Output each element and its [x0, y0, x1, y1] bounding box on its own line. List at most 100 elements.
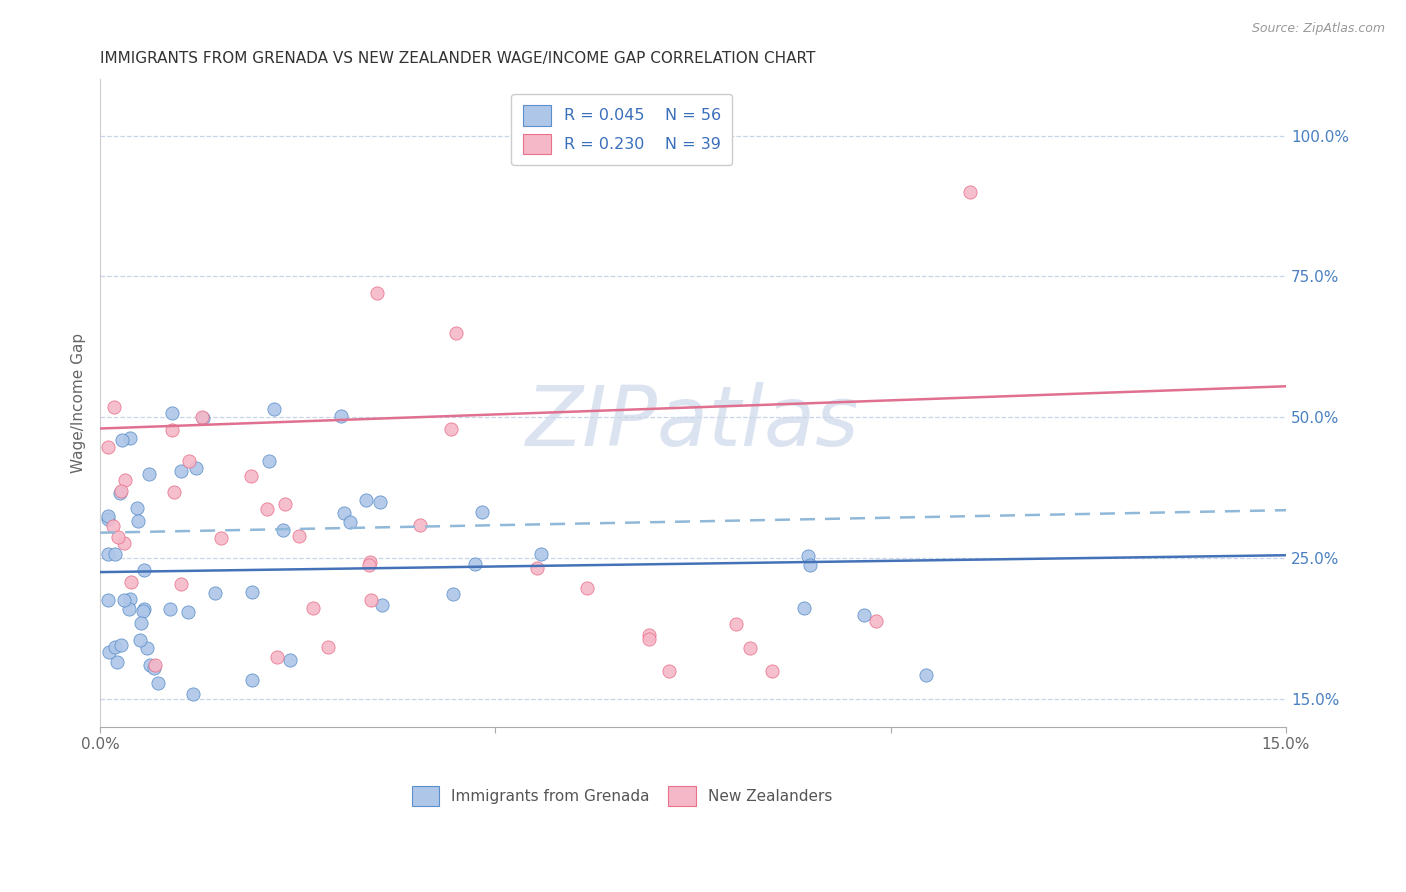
Point [209, 531, 232, 545]
Point [266, 649, 288, 664]
Point [120, 432, 142, 446]
Point [181, 687, 204, 701]
Point [371, 598, 394, 612]
Point [959, 185, 981, 199]
Point [139, 658, 162, 673]
Point [110, 638, 132, 652]
Point [170, 577, 193, 591]
Point [271, 523, 294, 537]
Point [638, 632, 661, 646]
Point [441, 587, 464, 601]
Point [287, 529, 309, 543]
Point [97, 440, 120, 454]
Point [658, 664, 681, 678]
Point [132, 563, 155, 577]
Point [120, 574, 142, 589]
Point [170, 464, 193, 478]
Point [852, 607, 875, 622]
Point [104, 640, 127, 654]
Point [366, 286, 388, 301]
Point [724, 617, 747, 632]
Point [368, 495, 391, 509]
Point [97, 508, 120, 523]
Point [163, 484, 186, 499]
Point [333, 507, 356, 521]
Point [111, 433, 134, 447]
Point [240, 585, 263, 599]
Point [330, 409, 353, 423]
Point [101, 519, 124, 533]
Point [112, 535, 135, 549]
Point [444, 326, 467, 340]
Point [125, 500, 148, 515]
Point [97, 593, 120, 607]
Point [97, 547, 120, 561]
Point [136, 641, 159, 656]
Point [526, 561, 548, 575]
Point [471, 505, 494, 519]
Point [530, 547, 553, 561]
Point [104, 547, 127, 561]
Point [162, 423, 184, 437]
Point [118, 591, 141, 606]
Point [127, 514, 149, 528]
Point [142, 661, 165, 675]
Text: ZIPatlas: ZIPatlas [526, 382, 860, 463]
Point [359, 555, 381, 569]
Point [464, 557, 486, 571]
Point [761, 664, 783, 678]
Point [108, 486, 131, 500]
Point [204, 586, 226, 600]
Point [259, 454, 281, 468]
Point [359, 558, 381, 573]
Point [316, 640, 339, 654]
Point [360, 592, 382, 607]
Point [177, 605, 200, 619]
Point [105, 655, 128, 669]
Point [184, 461, 207, 475]
Point [160, 407, 183, 421]
Point [177, 453, 200, 467]
Point [302, 601, 325, 615]
Text: Source: ZipAtlas.com: Source: ZipAtlas.com [1251, 22, 1385, 36]
Point [240, 469, 263, 483]
Point [110, 484, 132, 499]
Point [129, 632, 152, 647]
Point [107, 530, 129, 544]
Point [191, 409, 214, 424]
Point [339, 515, 361, 529]
Point [799, 558, 821, 572]
Point [103, 401, 125, 415]
Point [159, 602, 181, 616]
Legend: Immigrants from Grenada, New Zealanders: Immigrants from Grenada, New Zealanders [405, 780, 838, 812]
Text: IMMIGRANTS FROM GRENADA VS NEW ZEALANDER WAGE/INCOME GAP CORRELATION CHART: IMMIGRANTS FROM GRENADA VS NEW ZEALANDER… [100, 51, 815, 66]
Point [865, 614, 887, 628]
Point [138, 467, 160, 481]
Point [256, 502, 278, 516]
Point [118, 601, 141, 615]
Point [273, 497, 295, 511]
Point [638, 628, 661, 642]
Point [129, 615, 152, 630]
Point [97, 512, 120, 526]
Point [263, 401, 285, 416]
Point [278, 653, 301, 667]
Point [409, 518, 432, 533]
Point [132, 604, 155, 618]
Point [914, 668, 936, 682]
Point [98, 645, 121, 659]
Point [191, 410, 214, 425]
Point [575, 581, 598, 595]
Point [145, 657, 167, 672]
Point [793, 601, 815, 615]
Point [114, 473, 136, 487]
Y-axis label: Wage/Income Gap: Wage/Income Gap [72, 333, 86, 474]
Point [132, 601, 155, 615]
Point [797, 549, 820, 563]
Point [240, 673, 263, 688]
Point [146, 676, 169, 690]
Point [112, 593, 135, 607]
Point [740, 641, 762, 656]
Point [354, 492, 377, 507]
Point [439, 422, 461, 436]
